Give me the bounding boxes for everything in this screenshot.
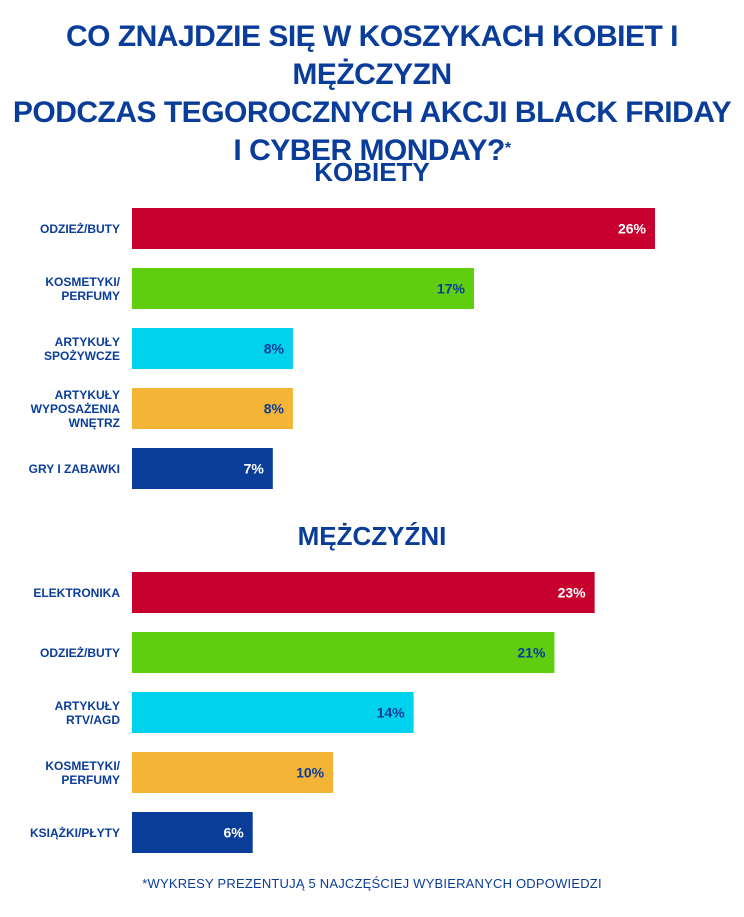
men-value-label-1: 23%: [558, 585, 587, 601]
women-bar-3: [132, 328, 293, 369]
women-value-label-4: 8%: [264, 401, 285, 417]
women-category-label-5: GRY I ZABAWKI: [29, 462, 120, 476]
men-bar-2: [132, 632, 555, 673]
title-line-3: I CYBER MONDAY?*: [0, 132, 744, 170]
men-category-label-3: ARTYKUŁY RTV/AGD: [55, 699, 121, 727]
title-line-1: CO ZNAJDZIE SIĘ W KOSZYKACH KOBIET I MĘŻ…: [65, 20, 679, 91]
men-category-label-2: ODZIEŻ/BUTY: [40, 645, 120, 660]
men-value-label-3: 14%: [377, 705, 406, 721]
men-category-label-4: KOSMETYKI/PERFUMY: [45, 759, 120, 787]
women-value-label-3: 8%: [264, 341, 285, 357]
men-bar-3: [132, 692, 414, 733]
men-value-label-4: 10%: [296, 765, 325, 781]
women-category-label-4: ARTYKUŁY WYPOSAŻENIA WNĘTRZ: [31, 388, 121, 430]
women-value-label-1: 26%: [618, 221, 647, 237]
men-bar-1: [132, 572, 595, 613]
title-line-2: PODCZAS TEGOROCZNYCH AKCJI BLACK FRIDAY: [12, 96, 732, 129]
title-line-3-text: I CYBER MONDAY?: [233, 134, 505, 167]
women-bar-5: [132, 448, 273, 489]
women-bar-2: [132, 268, 474, 309]
men-value-label-2: 21%: [517, 645, 546, 661]
women-category-label-2: KOSMETYKI/PERFUMY: [45, 275, 120, 303]
women-category-label-3: ARTYKUŁY SPOŻYWCZE: [44, 335, 120, 363]
women-bar-1: [132, 208, 655, 249]
men-category-label-1: ELEKTRONIKA: [33, 586, 120, 600]
page-title: CO ZNAJDZIE SIĘ W KOSZYKACH KOBIET I MĘŻ…: [0, 18, 744, 170]
title-asterisk: *: [504, 140, 511, 157]
section-title-women: KOBIETY: [314, 157, 430, 187]
men-bar-5: [132, 812, 253, 853]
men-bar-4: [132, 752, 334, 793]
women-value-label-2: 17%: [437, 281, 466, 297]
women-bar-4: [132, 388, 293, 429]
women-category-label-1: ODZIEŻ/BUTY: [40, 221, 120, 236]
footnote: *WYKRESY PREZENTUJĄ 5 NAJCZĘŚCIEJ WYBIER…: [142, 876, 602, 891]
women-value-label-5: 7%: [244, 461, 265, 477]
men-category-label-5: KSIĄŻKI/PŁYTY: [30, 825, 120, 840]
section-title-men: MĘŻCZYŹNI: [297, 521, 447, 551]
men-value-label-5: 6%: [223, 825, 244, 841]
